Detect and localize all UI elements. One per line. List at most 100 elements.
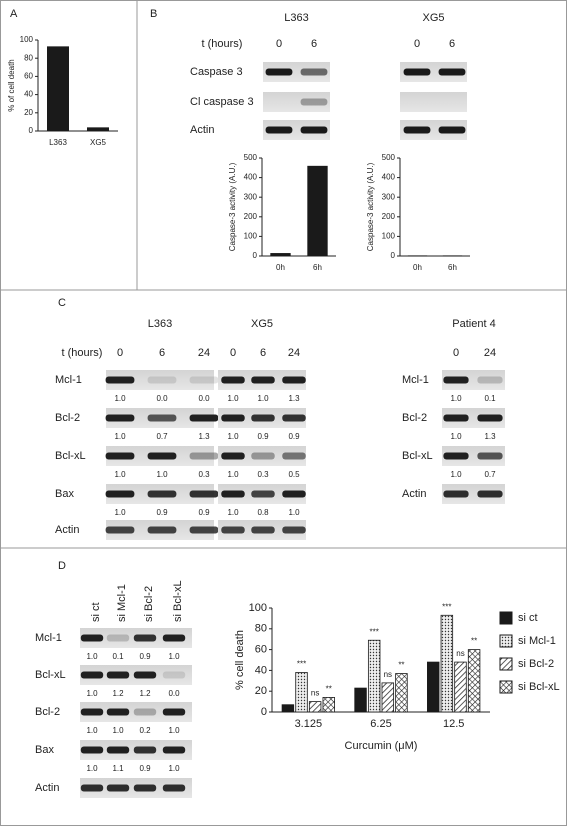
band	[105, 414, 135, 422]
y-tick-label: 100	[249, 602, 267, 614]
y-tick-label: 20	[255, 685, 267, 697]
legend-label: si ct	[518, 612, 538, 624]
band	[105, 452, 135, 460]
row-label: Bax	[35, 744, 54, 756]
y-tick-label: 500	[244, 153, 258, 162]
significance: **	[398, 661, 404, 670]
lane-label: si Mcl-1	[116, 584, 128, 622]
quant: 1.0	[114, 508, 126, 517]
quant: 1.0	[227, 432, 239, 441]
time: 0	[414, 38, 420, 50]
y-tick-label: 100	[382, 232, 396, 241]
band	[80, 784, 104, 792]
time: 24	[288, 347, 300, 359]
quant: 1.0	[114, 394, 126, 403]
band	[221, 526, 245, 534]
x-tick-label: 6.25	[370, 718, 391, 730]
x-tick-label: XG5	[90, 138, 107, 147]
band	[265, 126, 293, 134]
band	[477, 490, 503, 498]
blot	[106, 370, 214, 390]
y-tick-label: 100	[20, 35, 34, 44]
band	[189, 452, 219, 460]
quant: 0.5	[288, 470, 300, 479]
quant: 1.3	[288, 394, 300, 403]
x-tick-label: 0h	[413, 263, 422, 272]
blot	[263, 92, 330, 112]
legend-swatch	[499, 611, 513, 625]
band	[403, 126, 431, 134]
band	[221, 452, 245, 460]
band	[133, 634, 157, 642]
row-label: Bcl-2	[55, 412, 80, 424]
quant: 0.7	[484, 470, 496, 479]
y-tick-label: 60	[255, 644, 267, 656]
band	[282, 490, 306, 498]
band	[443, 490, 469, 498]
band	[189, 526, 219, 534]
row-label: Cl caspase 3	[190, 96, 254, 108]
band	[251, 526, 275, 534]
row-label: Actin	[35, 782, 59, 794]
time: 24	[198, 347, 210, 359]
bar	[454, 661, 467, 713]
time: 6	[260, 347, 266, 359]
cell-line: L363	[148, 318, 172, 330]
legend-swatch	[499, 634, 513, 648]
band	[477, 414, 503, 422]
band	[282, 376, 306, 384]
quant: 0.2	[139, 726, 151, 735]
row-label: Actin	[190, 124, 214, 136]
quant: 1.0	[168, 764, 180, 773]
band	[251, 452, 275, 460]
band	[403, 68, 431, 76]
significance: ***	[370, 627, 379, 636]
quant: 0.9	[156, 508, 168, 517]
bar	[307, 165, 328, 256]
row-label: Bax	[55, 488, 74, 500]
quant: 0.7	[156, 432, 168, 441]
time-label: t (hours)	[62, 347, 103, 359]
y-tick-label: 100	[244, 232, 258, 241]
quant: 0.9	[139, 652, 151, 661]
cell-line: L363	[284, 12, 308, 24]
y-tick-label: 0	[253, 251, 258, 260]
bar	[427, 661, 440, 713]
quant: 1.0	[86, 764, 98, 773]
x-tick-label: 3.125	[295, 718, 323, 730]
quant: 1.0	[86, 652, 98, 661]
x-axis-label: Curcumin (μM)	[345, 740, 418, 752]
cell-line: XG5	[422, 12, 444, 24]
band	[477, 452, 503, 460]
band	[221, 376, 245, 384]
time-label: t (hours)	[202, 38, 243, 50]
quant: 0.9	[288, 432, 300, 441]
band	[133, 746, 157, 754]
band	[80, 671, 104, 679]
bar	[442, 255, 463, 257]
time: 0	[117, 347, 123, 359]
band	[80, 746, 104, 754]
band	[133, 708, 157, 716]
blot	[442, 484, 505, 504]
panel-label: D	[58, 560, 66, 572]
quant: 1.3	[198, 432, 210, 441]
quant: 0.0	[156, 394, 168, 403]
y-tick-label: 80	[255, 623, 267, 635]
x-tick-label: L363	[49, 138, 67, 147]
y-tick-label: 400	[244, 173, 258, 182]
band	[265, 68, 293, 76]
y-tick-label: 40	[24, 90, 33, 99]
x-tick-label: 6h	[448, 263, 457, 272]
legend-swatch	[499, 657, 513, 671]
band	[162, 671, 186, 679]
quant: 1.1	[112, 764, 124, 773]
quant: 1.3	[484, 432, 496, 441]
y-tick-label: 40	[255, 664, 267, 676]
band	[106, 708, 130, 716]
blot	[442, 446, 505, 466]
bar	[395, 673, 408, 713]
patient: Patient 4	[452, 318, 495, 330]
legend-label: si Bcl-xL	[518, 681, 560, 693]
